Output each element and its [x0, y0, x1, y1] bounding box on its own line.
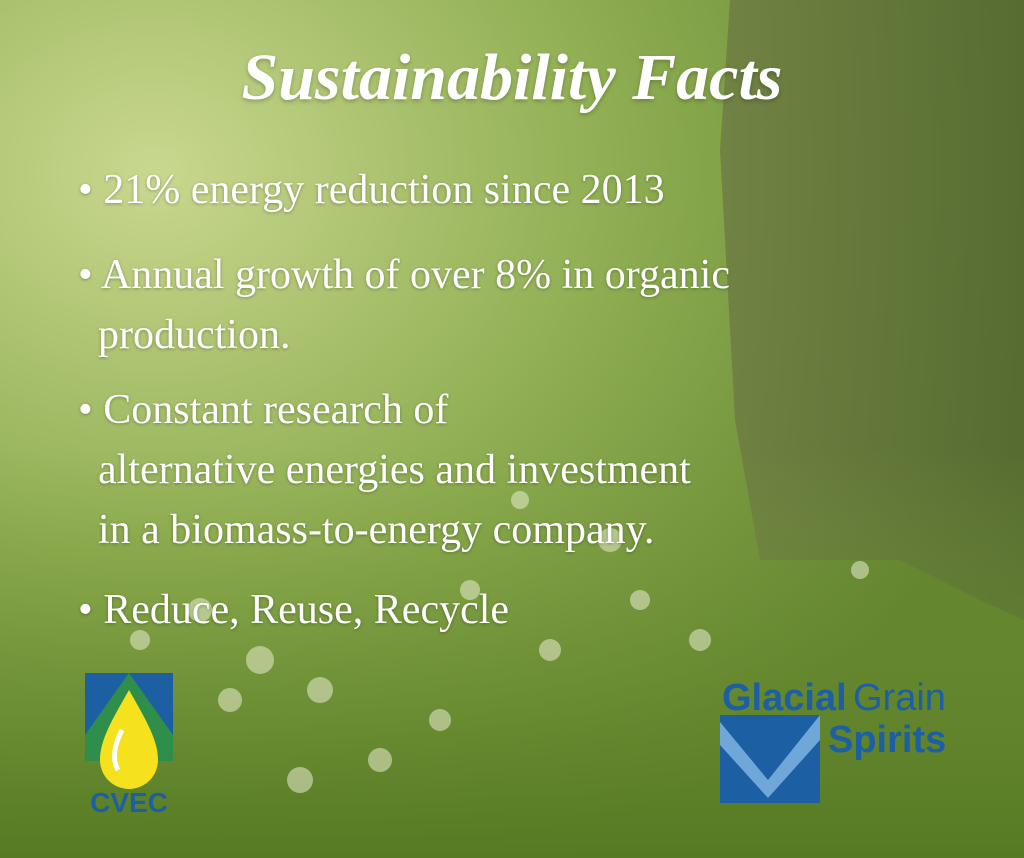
- ggs-grain: Grain: [853, 677, 946, 719]
- flowers: [130, 491, 869, 793]
- ggs-check: [720, 715, 820, 798]
- title: Sustainability Facts: [241, 41, 783, 114]
- ggs-glacial: Glacial: [722, 677, 847, 719]
- fact-line: • Constant research of: [78, 387, 449, 433]
- cvec-shine: [112, 728, 125, 772]
- fact-line: in a biomass-to-energy company.: [98, 507, 655, 553]
- fact: • 21% energy reduction since 2013: [78, 160, 665, 220]
- fact: • Annual growth of over 8% in organic pro…: [78, 245, 730, 365]
- grass: [0, 450, 1024, 858]
- fact-line: alternative energies and investment: [98, 447, 691, 493]
- fact-line: • 21% energy reduction since 2013: [78, 167, 665, 213]
- ggs-spirits: Spirits: [828, 719, 946, 761]
- fact-line: production.: [98, 312, 291, 358]
- cvec-logo: CVEC: [85, 673, 173, 818]
- ggs-logo: Glacial Grain Spirits: [720, 677, 946, 803]
- fact: • Constant research of alternative energi…: [78, 380, 691, 560]
- cvec-text: CVEC: [90, 787, 168, 818]
- fact-line: • Reduce, Reuse, Recycle: [78, 587, 510, 633]
- fact-line: • Annual growth of over 8% in organic: [78, 252, 730, 298]
- fact: • Reduce, Reuse, Recycle: [78, 580, 509, 640]
